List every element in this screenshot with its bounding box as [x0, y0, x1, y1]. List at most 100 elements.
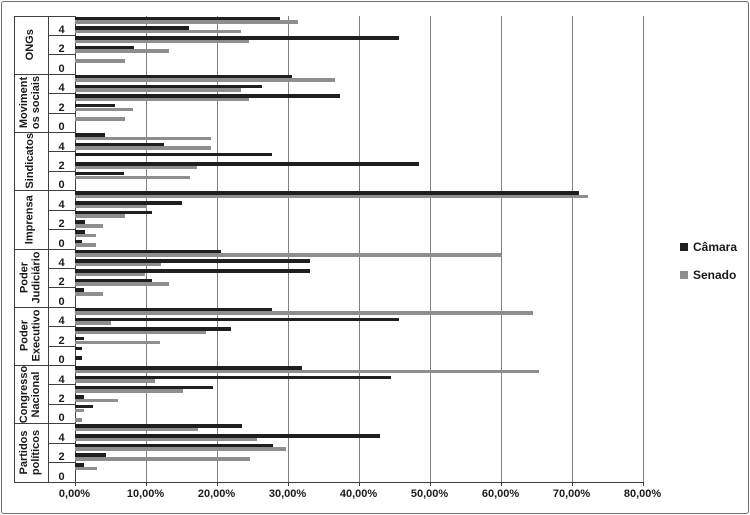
- group-label-text: Sindicatos: [23, 133, 36, 189]
- group-label-text: Poder Judiciário: [18, 251, 42, 304]
- bar-camara: [75, 162, 420, 166]
- sub-level-label: 4: [58, 82, 65, 95]
- gridline: [571, 15, 573, 482]
- sub-level-label: 2: [58, 451, 65, 464]
- sub-level-label: 0: [58, 62, 65, 75]
- bar-senado: [75, 97, 249, 102]
- bar-camara: [75, 84, 263, 89]
- group-separator: [13, 132, 75, 133]
- legend-item-camara: Câmara: [680, 240, 737, 254]
- bar-senado: [75, 88, 242, 92]
- group-label-text: Moviment os sociais: [18, 76, 42, 130]
- x-axis-tick: [145, 481, 147, 486]
- group-label-text: ONGs: [23, 29, 36, 61]
- x-axis-tick: [571, 481, 573, 486]
- bar-senado: [75, 321, 111, 325]
- group-separator: [13, 423, 75, 425]
- bar-camara: [75, 424, 242, 428]
- x-axis-tick-label: 60,00%: [481, 487, 520, 500]
- x-axis-tick-label: 10,00%: [126, 487, 165, 500]
- sub-tick-line: [47, 170, 75, 172]
- sub-tick-line: [47, 34, 75, 36]
- x-axis-tick: [642, 481, 644, 486]
- bar-senado: [75, 466, 97, 471]
- legend-swatch: [680, 271, 688, 279]
- bar-senado: [75, 29, 242, 34]
- x-axis-tick: [358, 481, 360, 486]
- group-label: Poder Executivo: [15, 307, 47, 365]
- group-label: Imprensa: [15, 190, 47, 248]
- group-label: Moviment os sociais: [15, 74, 47, 132]
- group-label-text: Congresso Nacional: [18, 365, 42, 423]
- bar-camara: [75, 249, 222, 254]
- bar-senado: [75, 175, 191, 180]
- gridline: [358, 15, 360, 482]
- bar-camara: [75, 16, 281, 21]
- bar-camara: [75, 404, 93, 409]
- gridline: [145, 15, 147, 482]
- bar-senado: [75, 233, 97, 238]
- sub-level-label: 4: [58, 140, 65, 153]
- bar-senado: [75, 292, 104, 296]
- bar-senado: [75, 136, 212, 141]
- bar-camara: [75, 259, 310, 263]
- bar-senado: [75, 282, 169, 286]
- sub-tick-line: [47, 151, 75, 153]
- x-axis-tick-label: 50,00%: [410, 487, 449, 500]
- legend-label: Senado: [693, 268, 737, 282]
- bar-senado: [75, 49, 169, 53]
- group-separator: [13, 365, 75, 366]
- x-axis-tick: [74, 481, 76, 486]
- bar-camara: [75, 74, 292, 79]
- group-label: Congresso Nacional: [15, 365, 47, 423]
- x-axis-tick: [500, 481, 502, 486]
- bar-senado: [75, 447, 286, 451]
- bar-camara: [75, 230, 85, 234]
- sub-tick-line: [47, 345, 75, 347]
- sub-level-label: 2: [58, 276, 65, 289]
- x-axis-line: [13, 481, 643, 483]
- sub-level-label: 0: [58, 412, 65, 425]
- group-separator: [13, 190, 75, 192]
- gridline: [642, 15, 644, 482]
- bar-senado: [75, 253, 501, 257]
- bar-senado: [75, 272, 145, 277]
- bar-senado: [75, 224, 103, 228]
- sub-level-label: 2: [58, 392, 65, 405]
- sub-level-label: 0: [58, 295, 65, 308]
- sub-level-label: 4: [58, 24, 65, 37]
- legend-label: Câmara: [693, 240, 738, 254]
- legend-swatch: [680, 243, 688, 251]
- group-separator: [13, 15, 75, 17]
- sub-tick-line: [47, 384, 75, 386]
- sub-tick-line: [47, 403, 75, 405]
- sub-level-label: 0: [58, 179, 65, 192]
- bar-camara: [75, 103, 115, 108]
- sub-level-label: 2: [58, 43, 65, 56]
- x-axis-tick-label: 20,00%: [197, 487, 236, 500]
- bar-senado: [75, 39, 249, 44]
- bar-senado: [75, 408, 84, 413]
- bar-camara: [75, 307, 272, 312]
- bar-camara: [75, 171, 124, 176]
- sub-tick-line: [47, 442, 75, 444]
- bar-camara: [75, 278, 153, 283]
- bar-camara: [75, 395, 84, 399]
- bar-camara: [75, 434, 381, 438]
- bar-senado: [75, 243, 97, 247]
- bar-senado: [75, 194, 589, 199]
- bar-camara: [75, 463, 84, 467]
- bar-senado: [75, 379, 155, 383]
- sub-tick-line: [47, 93, 75, 95]
- bar-senado: [75, 204, 147, 209]
- bar-senado: [75, 457, 251, 461]
- bar-camara: [75, 375, 391, 380]
- sub-level-label: 4: [58, 257, 65, 270]
- bar-camara: [75, 45, 134, 50]
- bar-camara: [75, 317, 400, 322]
- bar-senado: [75, 262, 161, 267]
- sub-level-label: 4: [58, 198, 65, 211]
